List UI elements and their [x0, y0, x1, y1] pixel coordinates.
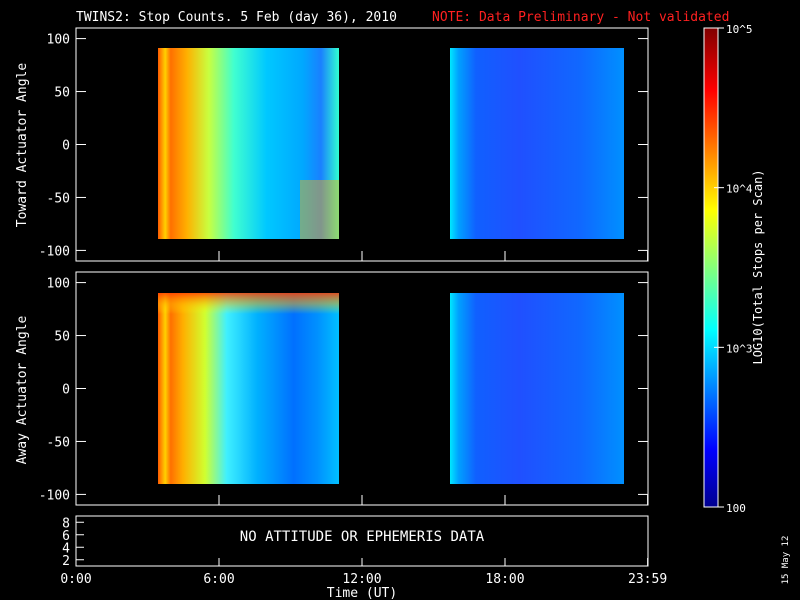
toward-data-block-1-hotcorner	[300, 180, 339, 239]
away-panel: 100 50 0 -50 -100 Away Actuator Angle	[15, 271, 649, 506]
colorbar-tick-label: 10^5	[726, 23, 753, 36]
toward-ytick-label: 100	[47, 33, 70, 48]
chart-title: TWINS2: Stop Counts. 5 Feb (day 36), 201…	[76, 10, 397, 25]
toward-y-ticks: 100 50 0 -50 -100	[39, 33, 648, 259]
away-ytick-label: 100	[47, 277, 70, 292]
ephemeris-ytick-label: 2	[62, 554, 70, 569]
time-x-ticks: 0:00 6:00 12:00 18:00 23:59	[60, 251, 667, 587]
colorbar: 10^5 10^4 10^3 100 LOG10(Total Stops per Sc…	[703, 23, 765, 515]
toward-ytick-label: -100	[39, 244, 70, 259]
colorbar-tick-label: 10^4	[726, 183, 753, 196]
toward-data-block-1	[158, 48, 339, 239]
x-axis-label: Time (UT)	[327, 586, 397, 600]
away-ytick-label: -50	[47, 435, 70, 450]
colorbar-fill	[703, 27, 719, 508]
colorbar-label: LOG10(Total Stops per Scan)	[751, 169, 765, 364]
away-data-block-1-hotband	[158, 293, 339, 353]
colorbar-ticks: 10^5 10^4 10^3 100	[714, 23, 753, 515]
toward-ytick-label: 0	[62, 139, 70, 154]
colorbar-tick-label: 100	[726, 502, 746, 515]
away-y-label: Away Actuator Angle	[15, 315, 30, 464]
ephemeris-ytick-label: 4	[62, 541, 70, 556]
toward-panel: 100 50 0 -50 -100 Toward Actuator Angle	[15, 27, 649, 262]
ephemeris-ytick-label: 8	[62, 516, 70, 531]
toward-data-block-2	[450, 48, 624, 239]
x-tick-label: 0:00	[60, 572, 91, 587]
colorbar-tick-label: 10^3	[726, 342, 753, 355]
ephemeris-ytick-label: 6	[62, 529, 70, 544]
no-data-message: NO ATTITUDE OR EPHEMERIS DATA	[240, 529, 485, 545]
away-ytick-label: 50	[54, 330, 70, 345]
away-ytick-label: -100	[39, 488, 70, 503]
away-data-block-2	[450, 293, 624, 484]
toward-ytick-label: -50	[47, 191, 70, 206]
toward-y-label: Toward Actuator Angle	[15, 63, 30, 228]
preliminary-note: NOTE: Data Preliminary - Not validated	[432, 10, 729, 25]
x-tick-label: 6:00	[203, 572, 234, 587]
away-ytick-label: 0	[62, 383, 70, 398]
x-tick-label: 18:00	[485, 572, 524, 587]
date-stamp: 15 May 12	[781, 536, 791, 585]
x-tick-label: 23:59	[628, 572, 667, 587]
away-y-ticks: 100 50 0 -50 -100	[39, 277, 648, 503]
toward-ytick-label: 50	[54, 86, 70, 101]
x-tick-label: 12:00	[342, 572, 381, 587]
